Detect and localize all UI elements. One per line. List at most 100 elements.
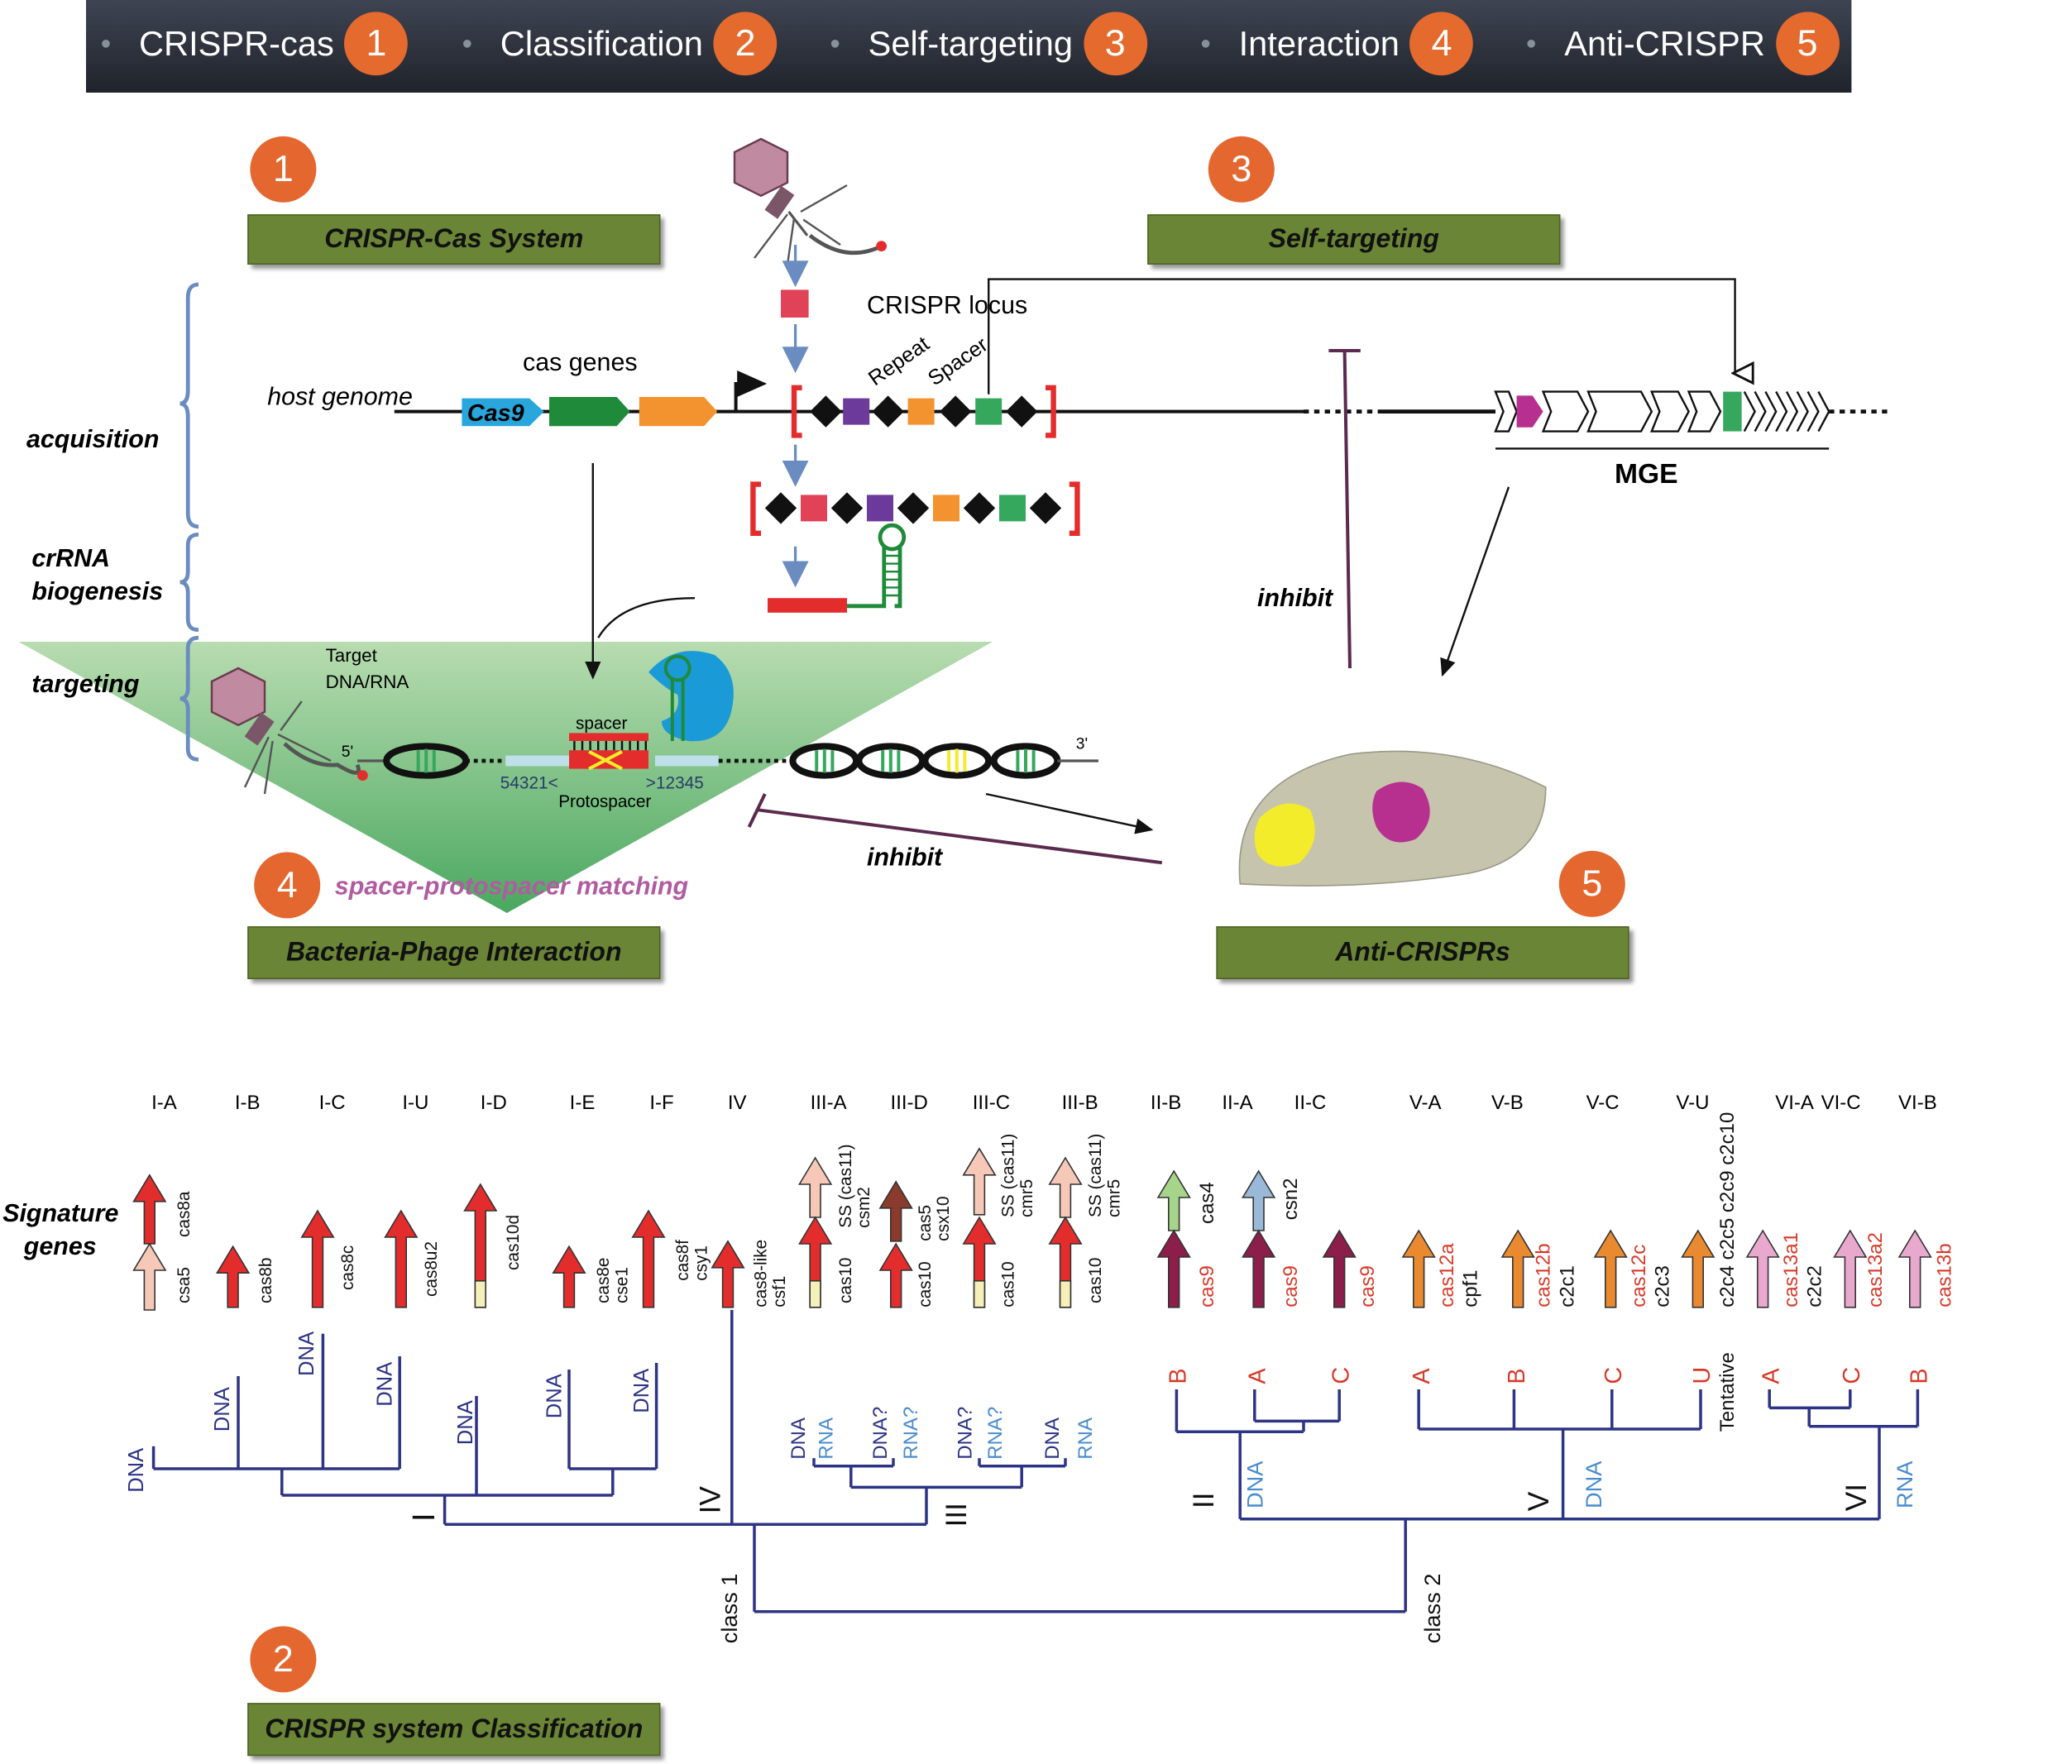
nav-item-self-targeting[interactable]: Self-targeting 3: [830, 11, 1147, 77]
crispr-array: [791, 385, 1056, 438]
phage-icon: [733, 137, 887, 265]
subtype-label: III-B: [1062, 1092, 1098, 1114]
nav-number-badge: 3: [1083, 12, 1147, 76]
nav-label: CRISPR-cas: [139, 23, 334, 63]
crispr-locus-label: CRISPR locus: [867, 291, 1027, 319]
gene-label: c2c3: [1652, 1265, 1674, 1307]
three-prime-label: 3': [1076, 736, 1088, 753]
gene-arrow: [215, 1245, 251, 1308]
gene-label: cmr5: [1105, 1179, 1124, 1217]
gene-arrow-cas8a: [132, 1174, 167, 1245]
nucleic-acid-label: RNA: [1892, 1460, 1917, 1508]
nav-item-crispr-cas[interactable]: CRISPR-cas 1: [102, 11, 409, 77]
nucleic-acid-label: RNA: [1074, 1417, 1097, 1460]
signature-label-2: genes: [23, 1232, 97, 1260]
gene-label: cpf1: [1460, 1269, 1482, 1307]
nav-bullet-icon: [463, 40, 471, 48]
anti-crispr-cell: [1238, 750, 1547, 887]
subtype-label: II-B: [1151, 1092, 1181, 1114]
mge-element: [1494, 390, 1830, 450]
gene-label: cas12b: [1533, 1243, 1555, 1307]
nav-item-classification[interactable]: Classification 2: [463, 11, 778, 77]
subtype-label: I-E: [570, 1092, 596, 1114]
crrna: [768, 523, 907, 613]
gene-segment: [1059, 1280, 1072, 1308]
tentative-label: Tentative: [1716, 1352, 1739, 1432]
gene-label: cas10: [916, 1261, 935, 1307]
subtype-label: III-A: [811, 1092, 847, 1114]
gene-label: cas12a: [1436, 1243, 1458, 1307]
gene-label: cas8f: [673, 1240, 692, 1281]
nucleic-acid-label: DNA: [630, 1368, 653, 1413]
gene-label: cmr5: [1017, 1179, 1036, 1217]
gene-label: cas8a: [175, 1191, 194, 1237]
branch-letter: B: [1165, 1368, 1192, 1384]
gene-arrow: [1048, 1216, 1083, 1308]
nucleic-acid-label: DNA: [787, 1417, 810, 1460]
type-numeral: III: [940, 1503, 973, 1527]
gene-segment: [474, 1280, 487, 1308]
nucleic-acid-label: DNA: [1242, 1460, 1267, 1508]
gene-label: cas4: [1196, 1182, 1218, 1224]
nucleic-acid-label: RNA?: [984, 1407, 1007, 1460]
nucleic-acid-label: DNA: [543, 1373, 566, 1418]
subtype-label: VI-C: [1821, 1092, 1861, 1114]
stage-crrna: crRNA: [31, 544, 110, 572]
gene-arrow: [962, 1216, 997, 1308]
nav-item-anti-crispr[interactable]: Anti-CRISPR 5: [1527, 11, 1840, 77]
subtype-label: I-U: [402, 1092, 428, 1114]
bracket-crrna: [179, 533, 199, 633]
branch-letter: B: [1504, 1368, 1530, 1384]
gene-arrow: [552, 1245, 586, 1308]
branch-letter: C: [1839, 1367, 1865, 1384]
gene-label: csm2: [854, 1187, 873, 1228]
nucleic-acid-label: DNA: [454, 1399, 477, 1445]
pam-left-label: 54321<: [500, 774, 558, 793]
subtype-label: I-D: [481, 1092, 507, 1114]
nav-item-interaction[interactable]: Interaction 4: [1201, 11, 1474, 77]
nucleic-acid-label: DNA: [211, 1386, 234, 1432]
nucleic-acid-label: DNA: [295, 1331, 318, 1376]
section-3-badge: 3: [1208, 136, 1275, 203]
gene-arrow: [1593, 1229, 1628, 1308]
subtype-label: II-C: [1294, 1092, 1327, 1114]
gene-label: cas12c: [1628, 1245, 1650, 1307]
gene-label: SS (cas11): [999, 1134, 1018, 1217]
branch-letter: A: [1409, 1368, 1435, 1384]
nav-number-badge: 5: [1775, 12, 1840, 76]
class-2-label: class 2: [1419, 1574, 1445, 1644]
section-4-badge: 4: [254, 852, 321, 919]
gene-label: cse1: [612, 1267, 631, 1303]
protospacer-label: Protospacer: [558, 792, 651, 811]
nav-number-badge: 1: [344, 12, 409, 76]
gene-arrow: [1681, 1229, 1716, 1308]
gene-label: csx10: [934, 1196, 953, 1241]
gene-label: cas10d: [504, 1215, 523, 1270]
nucleic-acid-label: DNA: [1581, 1460, 1606, 1508]
phage-icon-target: [210, 667, 368, 795]
gene-segment: [809, 1280, 821, 1308]
nav-number-badge: 2: [713, 12, 778, 76]
gene-arrow: [1156, 1169, 1191, 1231]
mge-label: MGE: [1615, 459, 1678, 490]
host-genome-label: host genome: [267, 383, 413, 411]
branch-letter: C: [1601, 1367, 1627, 1384]
subtype-label: IV: [728, 1092, 747, 1114]
gene-label: cas8-like: [751, 1240, 770, 1307]
cas-effector-complex: [648, 651, 734, 742]
gene-label: csn2: [1280, 1178, 1302, 1220]
stage-acquisition: acquisition: [26, 425, 159, 453]
gene-arrow: [878, 1180, 913, 1242]
type-numeral: VI: [1840, 1484, 1873, 1511]
classification-tree: I-A I-B I-C I-U I-D I-E I-F IV III-A III-D III-C II…: [125, 1092, 1956, 1643]
inhibit-label-lower: inhibit: [867, 843, 944, 871]
gene-arrow: [631, 1209, 666, 1308]
gene-label: cas8e: [594, 1258, 613, 1304]
gene-arrow: [878, 1242, 913, 1308]
bracket-acquisition: [179, 282, 199, 529]
subtype-label: II-A: [1222, 1092, 1252, 1114]
subtype-label: III-C: [973, 1092, 1010, 1114]
gene-segment: [973, 1280, 986, 1308]
stage-biogenesis: biogenesis: [31, 577, 163, 605]
top-nav-bar: CRISPR-cas 1 Classification 2 Self-targe…: [86, 0, 1852, 93]
